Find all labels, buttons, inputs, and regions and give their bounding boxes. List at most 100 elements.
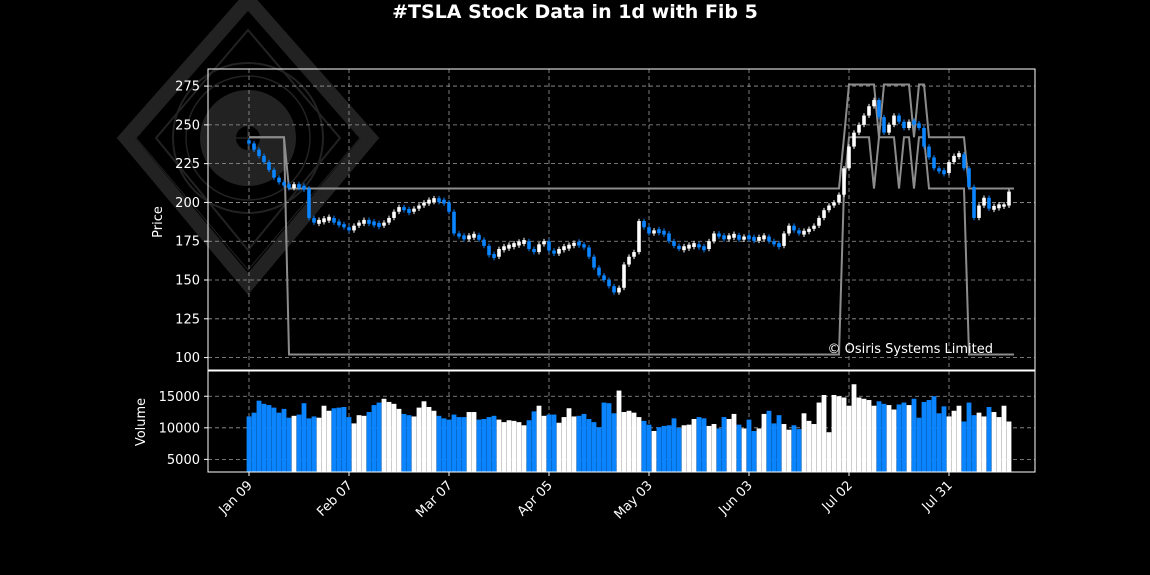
volume-bar <box>906 405 912 472</box>
volume-bar <box>396 408 402 472</box>
volume-bar <box>646 424 652 472</box>
candle <box>732 231 736 241</box>
candle <box>562 243 566 253</box>
volume-bar <box>486 417 492 472</box>
candle-body <box>422 202 426 206</box>
candle <box>612 283 616 295</box>
volume-bar <box>331 408 337 472</box>
volume-bar <box>576 415 582 472</box>
candle <box>427 197 431 206</box>
candle <box>557 246 561 256</box>
candle-body <box>727 235 731 240</box>
volume-bar <box>846 405 852 472</box>
candle <box>662 228 666 237</box>
candle-body <box>507 244 511 249</box>
candle <box>672 238 676 249</box>
candle <box>932 155 936 171</box>
volume-bar <box>281 408 287 472</box>
candle-body <box>302 185 306 190</box>
candle-body <box>717 233 721 237</box>
volume-bar <box>301 403 307 472</box>
candle <box>812 223 816 232</box>
candle <box>837 192 841 205</box>
volume-bar <box>366 412 372 472</box>
candle-body <box>562 246 566 251</box>
volume-bar <box>791 425 797 472</box>
volume-bar <box>696 417 702 472</box>
volume-bar <box>411 416 417 472</box>
candle <box>572 240 576 249</box>
volume-bar <box>326 410 332 472</box>
candle-body <box>357 222 361 226</box>
candle-body <box>987 197 991 209</box>
candle <box>882 114 886 135</box>
candle <box>437 195 441 205</box>
candle-body <box>427 199 431 204</box>
volume-bar <box>656 427 662 472</box>
volume-bar <box>741 428 747 472</box>
volume-bar <box>336 407 342 472</box>
candle <box>402 204 406 213</box>
candle <box>782 231 786 249</box>
candle <box>692 240 696 250</box>
volume-bar <box>356 415 362 472</box>
volume-bar <box>671 418 677 472</box>
volume-bar <box>261 403 267 472</box>
candle-body <box>532 248 536 253</box>
candle-body <box>517 241 521 246</box>
candle-body <box>277 177 281 183</box>
candle <box>762 233 766 242</box>
candle-body <box>782 233 786 246</box>
volume-bar <box>896 404 902 472</box>
volume-bar <box>571 416 577 472</box>
candle-body <box>982 197 986 206</box>
candle-body <box>912 120 916 125</box>
candle <box>1007 189 1011 208</box>
candle-body <box>372 221 376 226</box>
candle <box>852 130 856 149</box>
candle-body <box>377 222 381 227</box>
candle <box>647 224 651 236</box>
volume-bar <box>911 398 917 472</box>
candle <box>247 138 251 146</box>
candle-body <box>307 188 311 218</box>
volume-bar <box>491 415 497 472</box>
candle <box>937 165 941 174</box>
candle-body <box>907 121 911 128</box>
volume-bar <box>851 384 857 472</box>
candle-body <box>802 230 806 235</box>
candle <box>712 231 716 244</box>
volume-bar <box>631 412 637 472</box>
candle-body <box>837 194 841 203</box>
volume-bar <box>286 417 292 472</box>
candle <box>832 200 836 208</box>
candle-body <box>477 235 481 240</box>
candle-body <box>647 227 651 234</box>
candle <box>467 233 471 242</box>
volume-bar <box>626 410 632 472</box>
volume-bar <box>946 416 952 472</box>
volume-bar <box>446 419 452 472</box>
price-tick-label: 225 <box>175 157 200 172</box>
candle-body <box>947 162 951 173</box>
candle <box>457 231 461 239</box>
candle <box>872 97 876 109</box>
candle <box>537 241 541 255</box>
candle-body <box>747 235 751 240</box>
volume-bar <box>666 425 672 472</box>
candle-body <box>687 244 691 249</box>
volume-bar <box>1006 421 1012 472</box>
candle-body <box>622 264 626 288</box>
volume-bar <box>541 415 547 472</box>
candle-body <box>382 222 386 226</box>
candle-body <box>897 115 901 122</box>
volume-bar <box>816 402 822 472</box>
candle <box>522 237 526 247</box>
price-tick-label: 100 <box>175 351 200 366</box>
candle-body <box>712 233 716 242</box>
candle-body <box>672 241 676 246</box>
volume-bar <box>916 417 922 472</box>
candle <box>977 203 981 221</box>
candle-body <box>337 221 341 226</box>
volume-bar <box>536 405 542 472</box>
